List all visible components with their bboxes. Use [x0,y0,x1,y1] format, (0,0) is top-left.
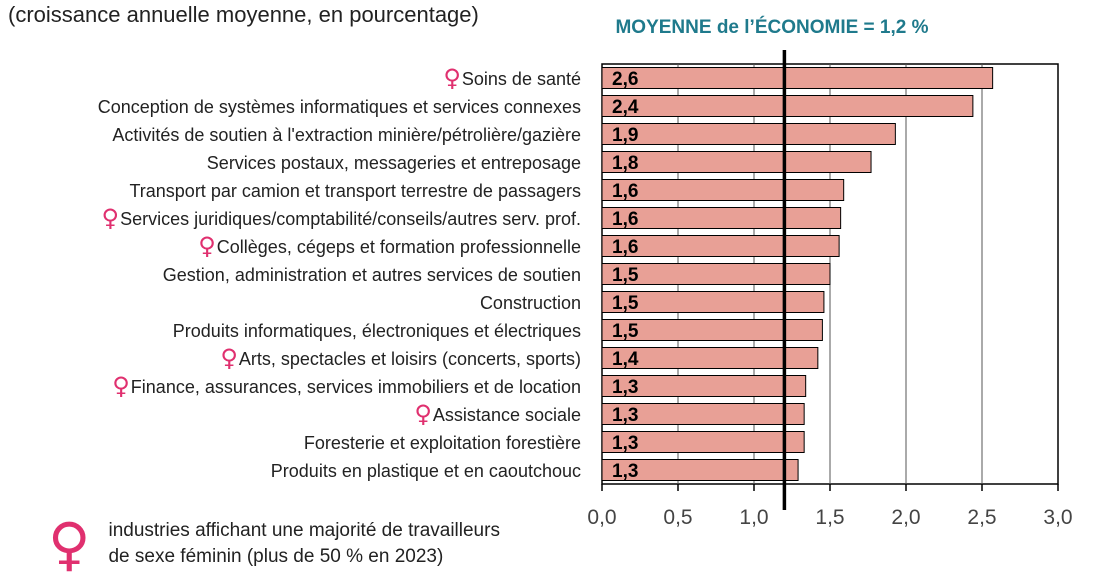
bar-value-label: 1,6 [612,209,638,230]
category-label: Services postaux, messageries et entrepo… [207,153,581,173]
female-symbol-icon: ♀ [102,204,120,232]
bar [601,151,872,173]
legend-text: industries affichant une majorité de tra… [108,516,499,570]
bar [601,375,807,397]
bar [601,403,805,425]
bar-value-label: 1,9 [612,125,638,146]
female-symbol-icon: ♀ [220,344,238,372]
bar [601,459,799,481]
bar-value-label: 1,6 [612,237,638,258]
category-label: Construction [480,293,581,313]
bar-value-label: 1,3 [612,461,638,482]
bar [601,123,896,145]
bar-value-label: 1,8 [612,153,638,174]
category-label: Arts, spectacles et loisirs (concerts, s… [239,349,581,369]
legend-line-1: industries affichant une majorité de tra… [108,520,500,541]
bar [601,263,831,285]
bar-value-label: 1,5 [612,265,639,286]
bar-value-label: 1,5 [612,293,639,314]
x-tick-label: 0,5 [663,506,692,529]
x-tick-label: 3,0 [1043,506,1072,529]
bar [601,347,819,369]
bar-value-label: 1,5 [612,321,639,342]
category-label: Produits en plastique et en caoutchouc [271,461,581,481]
bar [601,207,842,229]
bar [601,291,825,313]
legend-line-2: de sexe féminin (plus de 50 % en 2023) [108,546,444,567]
female-symbol-icon: ♀ [48,510,91,578]
bar [601,67,994,89]
female-symbol-icon: ♀ [443,64,461,92]
x-tick-label: 1,0 [739,506,768,529]
category-label: Soins de santé [462,69,581,89]
bar-value-label: 2,4 [612,97,639,118]
bar [601,95,974,117]
bar [601,235,840,257]
category-label: Finance, assurances, services immobilier… [131,377,581,397]
category-label: Assistance sociale [433,405,581,425]
x-tick-label: 2,5 [967,506,996,529]
female-symbol-icon: ♀ [112,372,130,400]
category-label: Gestion, administration et autres servic… [163,265,581,285]
bar-value-label: 1,4 [612,349,639,370]
female-symbol-icon: ♀ [414,400,432,428]
category-label: Produits informatiques, électroniques et… [173,321,581,341]
chart-subtitle: (croissance annuelle moyenne, en pourcen… [8,2,479,27]
x-tick-label: 2,0 [891,506,920,529]
category-label: Transport par camion et transport terres… [129,181,581,201]
bar [601,319,823,341]
bar-value-label: 1,3 [612,405,638,426]
category-label: Foresterie et exploitation forestière [304,433,581,453]
x-tick-label: 1,5 [815,506,844,529]
category-label: Services juridiques/comptabilité/conseil… [120,209,581,229]
x-tick-label: 0,0 [587,506,616,529]
bar-value-label: 2,6 [612,69,638,90]
female-symbol-icon: ♀ [198,232,216,260]
average-line-label: MOYENNE de l’ÉCONOMIE = 1,2 % [615,16,928,38]
bar-value-label: 1,6 [612,181,638,202]
legend: ♀ industries affichant une majorité de t… [48,510,500,578]
bar-value-label: 1,3 [612,433,638,454]
bar [601,431,805,453]
category-label: Collèges, cégeps et formation profession… [217,237,581,257]
category-label: Conception de systèmes informatiques et … [98,97,581,117]
bar-value-label: 1,3 [612,377,638,398]
category-label: Activités de soutien à l'extraction mini… [112,125,581,145]
